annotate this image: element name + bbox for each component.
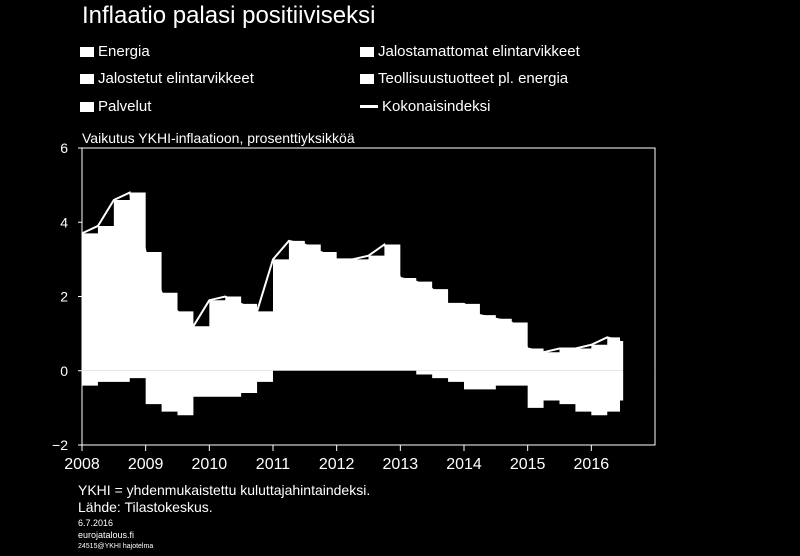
y-tick-label: 4: [60, 214, 68, 230]
y-tick-label: 0: [60, 363, 68, 379]
footnote-code: 24515@YKHI hajotelma: [78, 543, 154, 550]
legend-swatch: [80, 46, 94, 57]
legend-item-kokonaisindeksi: Kokonaisindeksi: [360, 98, 490, 115]
contribution-area: [82, 192, 624, 416]
legend-item-energia: Energia: [80, 43, 150, 60]
x-tick-label: 2015: [510, 456, 546, 473]
footnote-date: 6.7.2016: [78, 518, 114, 528]
legend-label: Energia: [98, 43, 150, 60]
x-tick-label: 2008: [64, 456, 100, 473]
chart-subtitle: Vaikutus YKHI-inflaatioon, prosenttiyksi…: [82, 130, 355, 146]
legend-label: Teollisuustuotteet pl. energia: [378, 70, 569, 87]
legend-label: Jalostamattomat elintarvikkeet: [378, 43, 580, 60]
x-tick-label: 2016: [574, 456, 610, 473]
x-tick-label: 2010: [192, 456, 228, 473]
x-tick-label: 2012: [319, 456, 355, 473]
legend-label: Kokonaisindeksi: [382, 98, 491, 115]
legend-swatch: [80, 73, 94, 84]
x-tick-label: 2013: [383, 456, 419, 473]
legend-line-swatch: [360, 105, 378, 108]
legend-swatch: [360, 46, 374, 57]
total-index-line: [81, 191, 621, 354]
y-tick-label: 6: [60, 140, 68, 156]
legend-swatch: [80, 101, 94, 112]
legend-label: Jalostetut elintarvikkeet: [98, 70, 254, 87]
legend-item-palvelut: Palvelut: [80, 98, 151, 115]
footnote-source: Lähde: Tilastokeskus.: [78, 499, 213, 515]
footnote-ykhi: YKHI = yhdenmukaistettu kuluttajahintain…: [78, 482, 371, 498]
legend-item-teollisuustuotteet: Teollisuustuotteet pl. energia: [360, 70, 568, 87]
x-tick-label: 2009: [128, 456, 164, 473]
y-tick-label: −2: [52, 437, 68, 453]
legend-label: Palvelut: [98, 98, 152, 115]
x-tick-label: 2011: [256, 456, 291, 473]
x-tick-label: 2014: [446, 456, 482, 473]
chart-title: Inflaatio palasi positiiviseksi: [82, 2, 376, 29]
legend-swatch: [360, 73, 374, 84]
footnote-site: eurojatalous.fi: [78, 530, 135, 540]
legend-item-jalostamattomat: Jalostamattomat elintarvikkeet: [360, 43, 580, 60]
y-tick-label: 2: [60, 289, 68, 305]
legend-item-jalostetut: Jalostetut elintarvikkeet: [80, 70, 254, 87]
